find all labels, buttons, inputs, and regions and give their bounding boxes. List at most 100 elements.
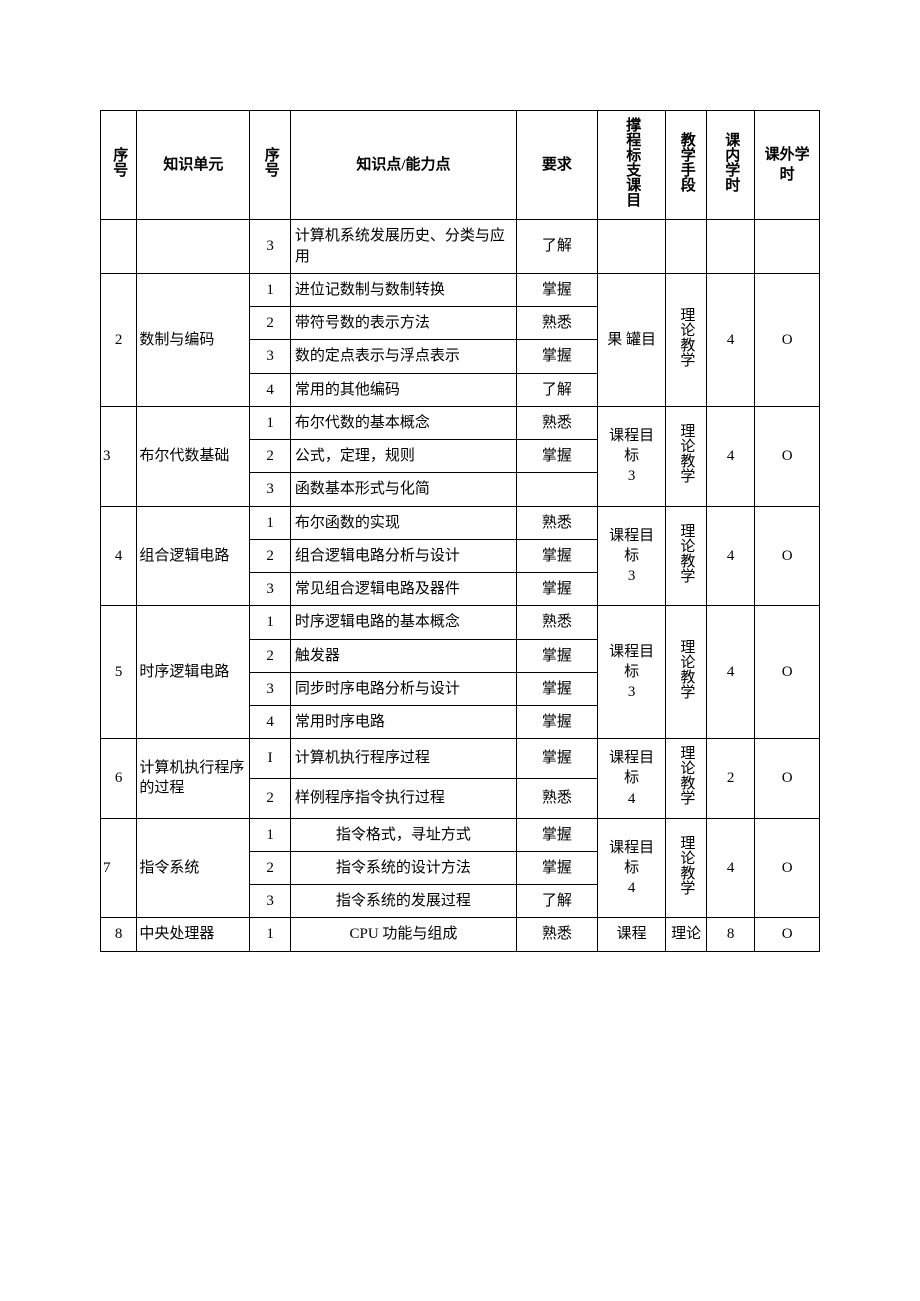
cell: 样例程序指令执行过程 (290, 778, 516, 818)
cell: 时序逻辑电路 (137, 606, 250, 739)
th-req: 要求 (517, 111, 598, 220)
cell: 2 (250, 639, 290, 672)
th-unit: 知识单元 (137, 111, 250, 220)
th-point: 知识点/能力点 (290, 111, 516, 220)
cell: 掌握 (517, 573, 598, 606)
cell: 2 (250, 440, 290, 473)
cell: 课程 (597, 918, 666, 951)
cell: 理论教学 (666, 506, 706, 606)
th-method: 教学手段 (666, 111, 706, 220)
cell: 4 (250, 373, 290, 406)
cell: 常见组合逻辑电路及器件 (290, 573, 516, 606)
cell: 函数基本形式与化简 (290, 473, 516, 506)
cell: 指令格式，寻址方式 (290, 818, 516, 851)
cell: 4 (706, 606, 754, 739)
cell: 公式，定理，规则 (290, 440, 516, 473)
cell: 3 (101, 406, 137, 506)
cell: O (755, 818, 820, 918)
cell: 3 (250, 885, 290, 918)
cell: 4 (706, 273, 754, 406)
cell: 1 (250, 406, 290, 439)
cell: 时序逻辑电路的基本概念 (290, 606, 516, 639)
cell: 2 (250, 851, 290, 884)
table-row: 5时序逻辑电路1时序逻辑电路的基本概念熟悉课程目标3理论教学4O (101, 606, 820, 639)
cell: 了解 (517, 885, 598, 918)
table-row: 2数制与编码1进位记数制与数制转换掌握果 罐目理论教学4O (101, 273, 820, 306)
cell: 计算机执行程序过程 (290, 739, 516, 779)
cell: 掌握 (517, 440, 598, 473)
cell: 1 (250, 818, 290, 851)
cell: 课程目标3 (597, 406, 666, 506)
cell: 课程目标4 (597, 739, 666, 818)
cell: 熟悉 (517, 406, 598, 439)
cell (101, 220, 137, 274)
cell: 4 (101, 506, 137, 606)
cell: 计算机系统发展历史、分类与应用 (290, 220, 516, 274)
page: 序号 知识单元 序号 知识点/能力点 要求 撑程标支课目 教学手段 课内学时 课… (0, 0, 920, 1052)
cell: 掌握 (517, 639, 598, 672)
cell: 3 (250, 672, 290, 705)
cell: 8 (101, 918, 137, 951)
cell: 理论教学 (666, 739, 706, 818)
cell: 掌握 (517, 340, 598, 373)
cell: 指令系统 (137, 818, 250, 918)
cell: 3 (250, 220, 290, 274)
cell: 掌握 (517, 739, 598, 779)
cell: 计算机执行程序的过程 (137, 739, 250, 818)
cell: 1 (250, 273, 290, 306)
cell: 6 (101, 739, 137, 818)
cell: 课程目标3 (597, 606, 666, 739)
th-in: 课内学时 (706, 111, 754, 220)
cell: 了解 (517, 220, 598, 274)
cell: 熟悉 (517, 778, 598, 818)
cell: 熟悉 (517, 606, 598, 639)
cell: 3 (250, 473, 290, 506)
cell: 理论 (666, 918, 706, 951)
table-row: 4组合逻辑电路1布尔函数的实现熟悉课程目标3理论教学4O (101, 506, 820, 539)
cell: 数制与编码 (137, 273, 250, 406)
cell: 3 (250, 573, 290, 606)
cell: O (755, 606, 820, 739)
cell: 2 (250, 778, 290, 818)
cell: 掌握 (517, 851, 598, 884)
cell: 课程目标4 (597, 818, 666, 918)
cell: 1 (250, 606, 290, 639)
cell: 2 (101, 273, 137, 406)
cell (755, 220, 820, 274)
cell: O (755, 406, 820, 506)
cell: 7 (101, 818, 137, 918)
cell (706, 220, 754, 274)
cell: 2 (706, 739, 754, 818)
cell: 掌握 (517, 273, 598, 306)
th-goal: 撑程标支课目 (597, 111, 666, 220)
cell (666, 220, 706, 274)
table-row: 3计算机系统发展历史、分类与应用了解 (101, 220, 820, 274)
table-row: 3布尔代数基础1布尔代数的基本概念熟悉课程目标3理论教学4O (101, 406, 820, 439)
table-header: 序号 知识单元 序号 知识点/能力点 要求 撑程标支课目 教学手段 课内学时 课… (101, 111, 820, 220)
th-idx: 序号 (101, 111, 137, 220)
cell: 常用时序电路 (290, 706, 516, 739)
cell (517, 473, 598, 506)
cell: 布尔代数基础 (137, 406, 250, 506)
cell: 理论教学 (666, 273, 706, 406)
cell: 数的定点表示与浮点表示 (290, 340, 516, 373)
cell: O (755, 506, 820, 606)
cell: 掌握 (517, 672, 598, 705)
cell: 掌握 (517, 706, 598, 739)
cell: 4 (706, 818, 754, 918)
cell: O (755, 918, 820, 951)
cell: 触发器 (290, 639, 516, 672)
table-row: 6计算机执行程序的过程I计算机执行程序过程掌握课程目标4理论教学2O (101, 739, 820, 779)
cell: 5 (101, 606, 137, 739)
cell: 4 (706, 406, 754, 506)
cell: 进位记数制与数制转换 (290, 273, 516, 306)
cell: 课程目标3 (597, 506, 666, 606)
cell: 1 (250, 506, 290, 539)
table-row: 8中央处理器1CPU 功能与组成熟悉课程理论8O (101, 918, 820, 951)
th-sub: 序号 (250, 111, 290, 220)
cell: 4 (706, 506, 754, 606)
cell: 常用的其他编码 (290, 373, 516, 406)
cell (597, 220, 666, 274)
table-body: 3计算机系统发展历史、分类与应用了解2数制与编码1进位记数制与数制转换掌握果 罐… (101, 220, 820, 951)
cell: 组合逻辑电路 (137, 506, 250, 606)
